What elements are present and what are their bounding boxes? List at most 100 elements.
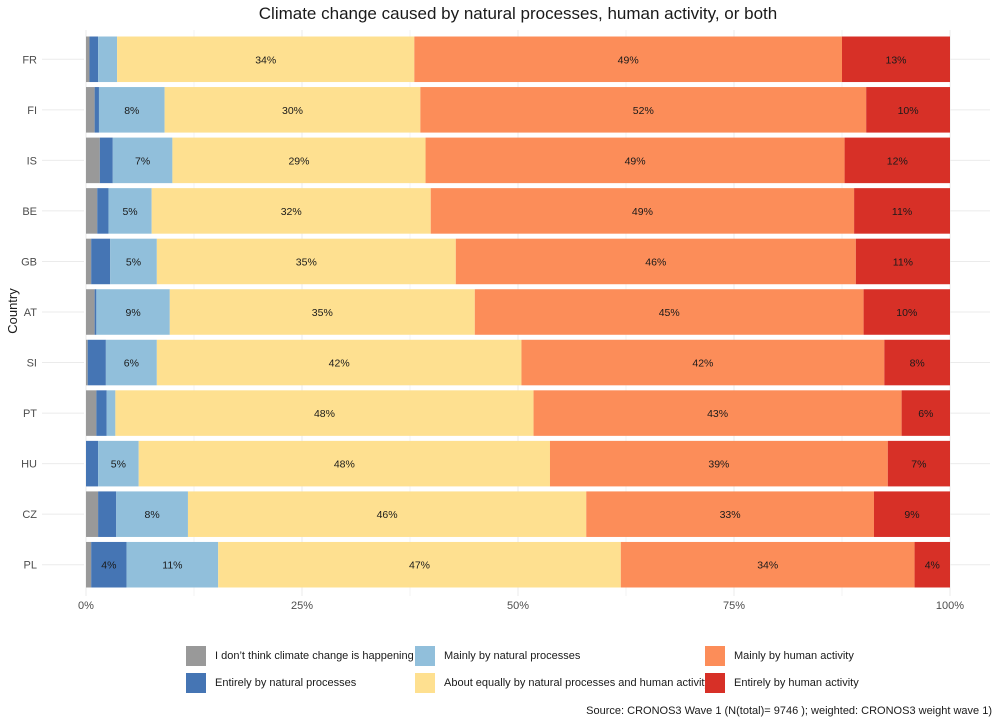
data-label: 39% [708, 459, 729, 471]
bar-segment [884, 339, 950, 386]
bar-segment [94, 87, 99, 133]
bar-segment [420, 87, 867, 133]
bar-segment [863, 289, 950, 335]
bar-segment [218, 541, 621, 588]
bar-segment [86, 238, 92, 285]
data-label: 7% [911, 459, 926, 471]
y-tick-label: AT [24, 307, 38, 319]
bar-segment [164, 87, 421, 133]
bar-segment [156, 238, 456, 285]
bar-segment [86, 541, 92, 588]
data-label: 43% [707, 408, 728, 420]
bar-segment [98, 87, 165, 133]
x-tick-label: 25% [291, 600, 313, 612]
data-label: 10% [898, 105, 919, 117]
y-tick-label: FR [22, 54, 37, 66]
data-label: 34% [255, 54, 276, 66]
data-label: 49% [625, 155, 646, 167]
bar-segment [455, 238, 856, 285]
bar-segment [474, 289, 864, 335]
bar-segment [115, 390, 534, 436]
data-label: 11% [893, 256, 913, 268]
bar-segment [86, 188, 98, 234]
legend-swatch [186, 673, 206, 693]
bar-segment [94, 289, 97, 335]
data-label: 8% [910, 358, 925, 370]
data-label: 7% [135, 155, 150, 167]
data-label: 33% [720, 509, 741, 521]
bar-segment [126, 541, 219, 588]
bars: 34% 49% 13% 8% 30% 52% 10% 7% 29% 49% 12% 5% 32% 49% 1… [86, 36, 950, 588]
bar-segment [169, 289, 475, 335]
bar-segment [86, 440, 99, 487]
bar-segment [96, 390, 107, 436]
data-label: 49% [632, 206, 653, 218]
bar-segment [117, 36, 415, 83]
data-label: 4% [101, 560, 116, 572]
legend-swatch [415, 673, 435, 693]
x-axis-ticks: 0% 25% 50% 75% 100% [78, 600, 964, 612]
legend-swatch [415, 646, 435, 666]
data-label: 6% [124, 358, 139, 370]
bar-segment [86, 87, 95, 133]
legend-label: I don’t think climate change is happenin… [215, 650, 414, 662]
y-tick-label: FI [27, 105, 37, 117]
bar-row-pt: 48% 43% 6% [86, 390, 950, 436]
legend-item: About equally by natural processes and h… [415, 672, 710, 694]
y-tick-label: BE [22, 206, 37, 218]
bar-segment [914, 541, 950, 588]
legend-label: Entirely by human activity [734, 677, 859, 689]
bar-row-si: 6% 42% 42% 8% [86, 339, 950, 386]
bar-segment [156, 339, 522, 386]
bar-segment [138, 440, 550, 487]
bar-row-be: 5% 32% 49% 11% [86, 188, 950, 234]
bar-segment [98, 36, 118, 83]
legend-item: Mainly by natural processes [415, 645, 580, 667]
bar-segment [586, 491, 874, 537]
bar-row-at: 9% 35% 45% 10% [86, 289, 950, 335]
data-label: 46% [377, 509, 398, 521]
data-label: 48% [314, 408, 335, 420]
data-label: 9% [904, 509, 919, 521]
bar-row-fr: 34% 49% 13% [86, 36, 950, 83]
data-label: 46% [645, 256, 666, 268]
data-label: 35% [312, 307, 333, 319]
y-tick-label: PL [24, 560, 37, 572]
legend-item: Mainly by human activity [705, 645, 854, 667]
bar-segment [86, 491, 99, 537]
data-label: 5% [111, 459, 126, 471]
data-label: 8% [145, 509, 160, 521]
bar-segment [86, 137, 100, 184]
data-label: 30% [282, 105, 303, 117]
data-label: 42% [692, 358, 713, 370]
data-label: 5% [122, 206, 137, 218]
bar-segment [842, 36, 950, 83]
data-label: 52% [633, 105, 654, 117]
bar-segment [855, 238, 950, 285]
y-tick-label: IS [27, 155, 37, 167]
legend-swatch [705, 673, 725, 693]
x-tick-label: 100% [936, 600, 964, 612]
bar-segment [430, 188, 855, 234]
data-label: 5% [126, 256, 141, 268]
chart-caption: Source: CRONOS3 Wave 1 (N(total)= 9746 )… [586, 705, 992, 717]
bar-segment [86, 289, 95, 335]
bar-segment [86, 339, 88, 386]
legend-swatch [705, 646, 725, 666]
data-label: 4% [925, 560, 940, 572]
bar-segment [98, 491, 117, 537]
data-label: 48% [334, 459, 355, 471]
legend-item: Entirely by human activity [705, 672, 859, 694]
legend-item: Entirely by natural processes [186, 672, 356, 694]
data-label: 42% [329, 358, 350, 370]
bar-segment [108, 188, 152, 234]
bar-segment [105, 339, 157, 386]
bar-segment [98, 440, 139, 487]
data-label: 35% [296, 256, 317, 268]
legend-label: About equally by natural processes and h… [444, 677, 710, 689]
bar-segment [844, 137, 950, 184]
x-tick-label: 0% [78, 600, 94, 612]
bar-row-gb: 5% 35% 46% 11% [86, 238, 950, 285]
legend-label: Mainly by human activity [734, 650, 854, 662]
